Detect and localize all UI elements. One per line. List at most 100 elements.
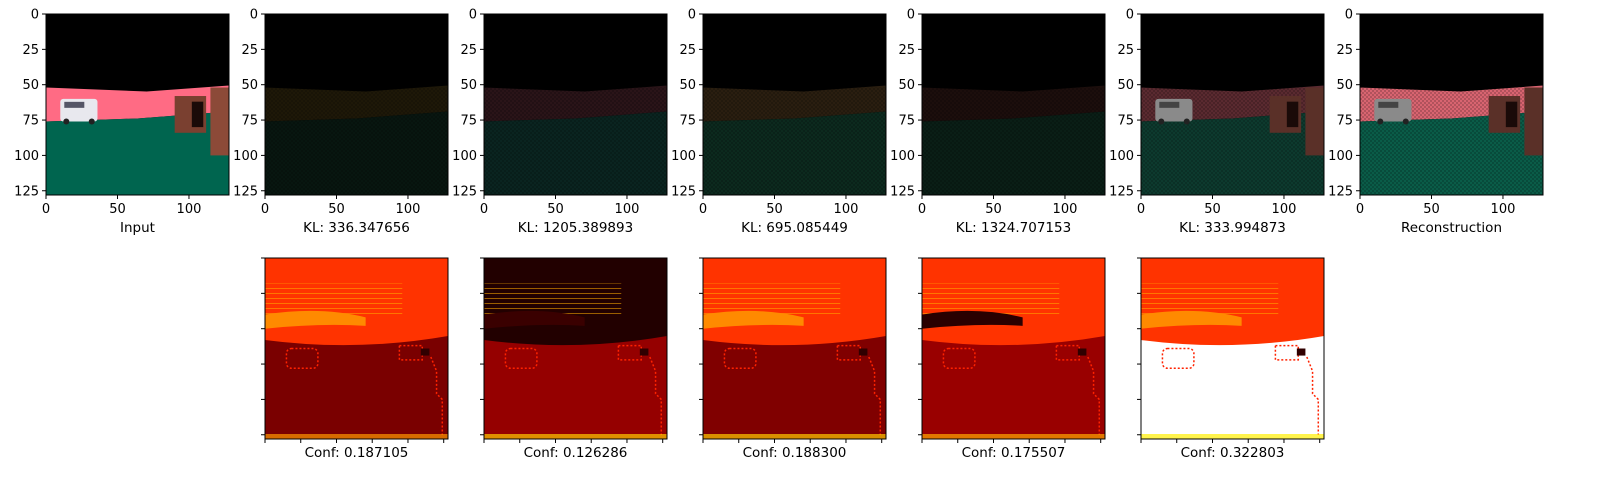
- x-tick-label: 100: [615, 202, 640, 217]
- heat-streaks: [703, 283, 841, 315]
- top-panel-3: 0 50 100 0 25 50 75 100 125 KL: 695.085449: [671, 8, 887, 236]
- y-tick-label: 25: [1336, 43, 1353, 58]
- y-tick-label: 100: [233, 149, 258, 164]
- heat-lower-region: [265, 336, 448, 439]
- x-tick-label: 50: [985, 202, 1002, 217]
- y-tick-label: 25: [1117, 43, 1134, 58]
- panel-caption: KL: 336.347656: [303, 220, 410, 236]
- y-tick-label: 25: [241, 43, 258, 58]
- y-tick-label: 25: [22, 43, 39, 58]
- x-tick-label: 50: [109, 202, 126, 217]
- panel-caption: Reconstruction: [1401, 220, 1502, 236]
- y-tick-label: 25: [460, 43, 477, 58]
- y-tick-label: 125: [1328, 184, 1353, 199]
- y-tick-label: 50: [241, 78, 258, 93]
- x-tick-label: 50: [1423, 202, 1440, 217]
- panel-caption: Conf: 0.187105: [305, 445, 409, 461]
- car-outline: [285, 347, 319, 370]
- y-tick-label: 125: [1109, 184, 1134, 199]
- panel-frame: [483, 257, 668, 440]
- y-tick-label: 75: [1117, 114, 1134, 129]
- x-tick-label: 0: [918, 202, 926, 217]
- heat-streaks: [1141, 283, 1279, 315]
- y-tick-label: 0: [688, 8, 696, 23]
- y-tick-label: 50: [679, 78, 696, 93]
- x-tick-label: 0: [1137, 202, 1145, 217]
- wall-outline: [868, 356, 882, 435]
- x-tick-label: 100: [396, 202, 421, 217]
- top-panel-1: 0 50 100 0 25 50 75 100 125 KL: 336.347656: [233, 8, 449, 236]
- x-tick-label: 0: [480, 202, 488, 217]
- x-tick-label: 50: [328, 202, 345, 217]
- y-tick-label: 100: [14, 149, 39, 164]
- y-tick-label: 50: [898, 78, 915, 93]
- y-tick-label: 25: [679, 43, 696, 58]
- car-outline: [723, 347, 757, 370]
- y-tick-label: 0: [1126, 8, 1134, 23]
- side-wall: [1524, 87, 1543, 156]
- wall-outline: [1087, 356, 1101, 435]
- panel-caption: Conf: 0.188300: [743, 445, 847, 461]
- dither-texture: [484, 87, 667, 195]
- y-tick-label: 75: [22, 114, 39, 129]
- y-tick-label: 75: [241, 114, 258, 129]
- y-tick-label: 75: [898, 114, 915, 129]
- car-outline: [504, 347, 538, 370]
- heat-streaks: [922, 283, 1060, 315]
- dither-texture: [922, 87, 1105, 195]
- y-tick-label: 125: [14, 184, 39, 199]
- panel-caption: KL: 1205.389893: [518, 220, 633, 236]
- heat-band: [703, 310, 804, 329]
- y-tick-label: 100: [890, 149, 915, 164]
- car-outline: [1161, 347, 1195, 370]
- car-object: [1374, 98, 1412, 125]
- heat-band: [484, 310, 585, 329]
- top-panel-6: 0 50 100 0 25 50 75 100 125 Reconstruction: [1328, 8, 1544, 236]
- x-tick-label: 100: [1272, 202, 1297, 217]
- dark-spot: [858, 348, 868, 356]
- heat-lower-region: [484, 336, 667, 439]
- y-tick-label: 0: [250, 8, 258, 23]
- panel-caption: Input: [120, 220, 155, 236]
- box-opening: [1505, 101, 1518, 128]
- y-tick-label: 100: [1328, 149, 1353, 164]
- y-tick-label: 125: [452, 184, 477, 199]
- dark-spot: [420, 348, 430, 356]
- wall-outline: [1306, 356, 1320, 435]
- x-tick-label: 100: [1053, 202, 1078, 217]
- y-tick-label: 125: [671, 184, 696, 199]
- y-tick-label: 75: [679, 114, 696, 129]
- box-opening: [1286, 101, 1299, 128]
- y-tick-label: 100: [452, 149, 477, 164]
- heat-band: [1141, 310, 1242, 329]
- heatmap-panel-0: Conf: 0.187105: [261, 257, 449, 461]
- heat-streaks: [484, 283, 622, 315]
- heat-band: [265, 310, 366, 329]
- x-tick-label: 0: [1356, 202, 1364, 217]
- panel-frame: [1140, 13, 1325, 196]
- panel-caption: KL: 695.085449: [741, 220, 848, 236]
- x-tick-label: 0: [42, 202, 50, 217]
- panel-caption: KL: 333.994873: [1179, 220, 1286, 236]
- y-tick-label: 0: [31, 8, 39, 23]
- panel-frame: [702, 257, 887, 440]
- panel-frame: [1359, 13, 1544, 196]
- heat-lower-region: [922, 336, 1105, 439]
- heat-band: [922, 310, 1023, 329]
- panel-frame: [921, 257, 1106, 440]
- y-tick-label: 100: [671, 149, 696, 164]
- car-object: [60, 98, 98, 125]
- car-object: [1155, 98, 1193, 125]
- heat-edge: [265, 434, 448, 439]
- heatmap-panel-2: Conf: 0.188300: [699, 257, 887, 461]
- heatmap-panel-1: Conf: 0.126286: [480, 257, 668, 461]
- y-tick-label: 0: [907, 8, 915, 23]
- dark-spot: [1077, 348, 1087, 356]
- x-tick-label: 100: [177, 202, 202, 217]
- x-tick-label: 0: [261, 202, 269, 217]
- side-wall: [210, 87, 229, 156]
- panel-frame: [264, 257, 449, 440]
- dither-texture: [265, 87, 448, 195]
- panel-frame: [1140, 257, 1325, 440]
